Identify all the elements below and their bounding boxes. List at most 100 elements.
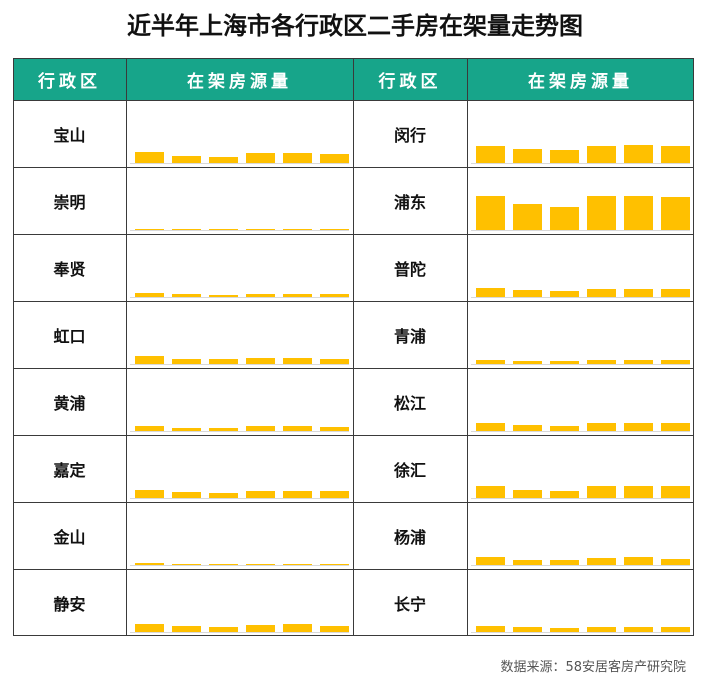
bar-宝山-2 (172, 156, 201, 163)
bar-baseline (130, 565, 349, 566)
bar-徐汇-4 (587, 486, 616, 498)
bar-黄浦-6 (320, 427, 349, 431)
bar-奉贤-6 (320, 294, 349, 297)
column-divider (126, 58, 127, 636)
bar-松江-4 (587, 423, 616, 431)
bar-baseline (130, 364, 349, 365)
bar-嘉定-2 (172, 492, 201, 498)
bar-金山-4 (246, 564, 275, 565)
bar-杨浦-5 (624, 557, 653, 565)
bar-闵行-4 (587, 146, 616, 163)
bar-静安-4 (246, 625, 275, 632)
bar-普陀-5 (624, 289, 653, 297)
bar-静安-3 (209, 627, 238, 632)
bar-崇明-4 (246, 229, 275, 230)
bar-金山-3 (209, 564, 238, 565)
bar-虹口-3 (209, 359, 238, 364)
district-name: 嘉定 (53, 460, 86, 480)
bar-baseline (471, 498, 690, 499)
bar-虹口-1 (135, 356, 164, 364)
bar-嘉定-3 (209, 493, 238, 498)
bar-徐汇-1 (476, 486, 505, 498)
district-name: 崇明 (53, 192, 86, 212)
bar-青浦-2 (513, 361, 542, 364)
bar-青浦-5 (624, 360, 653, 364)
bar-闵行-6 (661, 146, 690, 163)
bar-杨浦-4 (587, 558, 616, 565)
bar-松江-1 (476, 423, 505, 431)
district-name: 松江 (393, 393, 426, 413)
bar-崇明-2 (172, 229, 201, 230)
bar-长宁-4 (587, 627, 616, 632)
bar-宝山-5 (283, 153, 312, 163)
bar-baseline (471, 230, 690, 231)
row-divider (13, 502, 694, 503)
bar-宝山-6 (320, 154, 349, 163)
row-divider (13, 234, 694, 235)
bar-奉贤-3 (209, 295, 238, 297)
bar-金山-2 (172, 564, 201, 565)
bar-浦东-6 (661, 197, 690, 230)
bar-青浦-3 (550, 361, 579, 364)
bar-闵行-1 (476, 146, 505, 163)
bar-虹口-5 (283, 358, 312, 364)
header-divider (13, 100, 694, 101)
bar-闵行-5 (624, 145, 653, 163)
bar-徐汇-2 (513, 490, 542, 498)
bar-宝山-4 (246, 153, 275, 163)
column-divider (353, 58, 354, 636)
bar-浦东-1 (476, 196, 505, 230)
district-name: 虹口 (53, 326, 86, 346)
bar-baseline (471, 565, 690, 566)
bar-金山-5 (283, 564, 312, 565)
bar-宝山-3 (209, 157, 238, 163)
bar-奉贤-1 (135, 293, 164, 297)
row-divider (13, 569, 694, 570)
bar-虹口-6 (320, 359, 349, 364)
bar-杨浦-2 (513, 560, 542, 565)
bar-普陀-3 (550, 291, 579, 297)
bar-徐汇-3 (550, 491, 579, 498)
bar-普陀-4 (587, 289, 616, 297)
bar-虹口-4 (246, 358, 275, 364)
district-name: 徐汇 (393, 460, 426, 480)
bar-青浦-6 (661, 360, 690, 364)
header-listing-left: 在架房源量 (126, 58, 353, 100)
bar-宝山-1 (135, 152, 164, 163)
bar-青浦-4 (587, 360, 616, 364)
bar-崇明-5 (283, 229, 312, 230)
bar-长宁-3 (550, 628, 579, 632)
header-listing-right: 在架房源量 (467, 58, 694, 100)
bar-长宁-1 (476, 626, 505, 632)
bar-baseline (130, 297, 349, 298)
bar-崇明-6 (320, 229, 349, 230)
district-name: 浦东 (393, 192, 426, 212)
bar-静安-1 (135, 624, 164, 632)
bar-奉贤-4 (246, 294, 275, 297)
bar-浦东-5 (624, 196, 653, 230)
bar-baseline (471, 364, 690, 365)
bar-崇明-3 (209, 229, 238, 230)
bar-松江-5 (624, 423, 653, 431)
district-name: 闵行 (393, 125, 426, 145)
row-divider (13, 435, 694, 436)
bar-baseline (130, 163, 349, 164)
district-name: 杨浦 (393, 527, 426, 547)
bar-baseline (471, 297, 690, 298)
bar-闵行-3 (550, 150, 579, 163)
district-name: 黄浦 (53, 393, 86, 413)
bar-普陀-1 (476, 288, 505, 297)
data-source: 数据来源：58安居客房产研究院 (500, 660, 686, 675)
bar-杨浦-3 (550, 560, 579, 565)
bar-长宁-2 (513, 627, 542, 632)
bar-浦东-3 (550, 207, 579, 230)
bar-黄浦-4 (246, 426, 275, 431)
bar-baseline (130, 498, 349, 499)
bar-徐汇-6 (661, 486, 690, 498)
bar-松江-2 (513, 425, 542, 431)
chart-title: 近半年上海市各行政区二手房在架量走势图 (127, 12, 583, 40)
district-name: 奉贤 (53, 259, 86, 279)
bar-baseline (471, 632, 690, 633)
bar-金山-1 (135, 563, 164, 565)
bar-普陀-2 (513, 290, 542, 297)
